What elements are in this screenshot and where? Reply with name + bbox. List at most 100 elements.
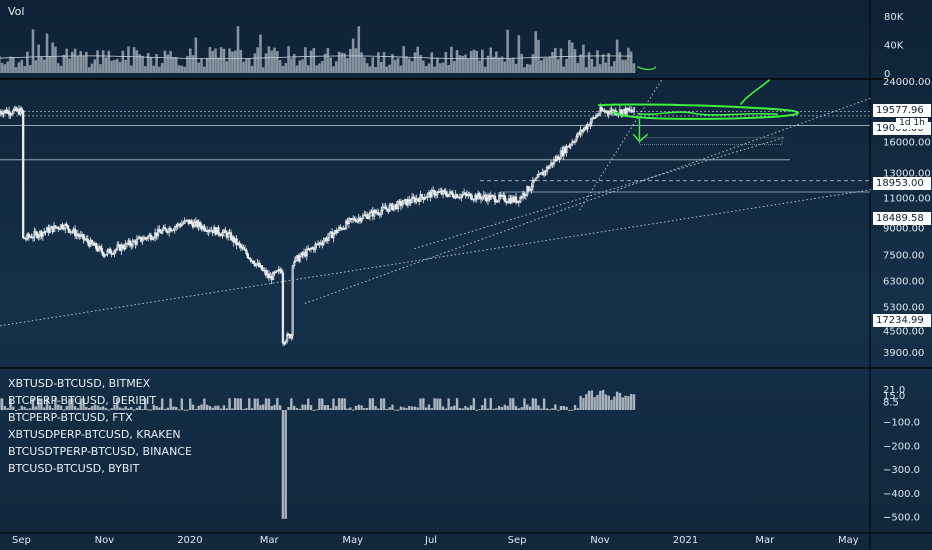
basis-bar <box>28 408 32 410</box>
basis-bar <box>604 394 608 410</box>
volume-bar <box>54 46 57 73</box>
volume-bar <box>500 56 504 73</box>
basis-bar <box>12 406 15 410</box>
basis-bar <box>87 408 91 410</box>
basis-bar <box>292 405 296 410</box>
basis-bar <box>332 398 335 410</box>
volume-bar <box>37 44 40 73</box>
basis-bar <box>391 404 394 410</box>
basis-bar <box>447 398 450 410</box>
candle-body <box>65 224 68 226</box>
candle-body <box>20 108 23 111</box>
candle-body <box>293 261 296 266</box>
candle-body <box>469 193 473 200</box>
candle-body <box>527 185 530 191</box>
legend-line[interactable]: XBTUSD-BTCUSD, BITMEX <box>8 377 151 390</box>
volume-bar <box>382 52 386 73</box>
basis-bar <box>135 407 139 410</box>
interval-tag[interactable]: 1d 1h <box>896 118 928 129</box>
candle-body <box>458 196 462 199</box>
price-tag: 19577.96 <box>873 104 931 117</box>
basis-bar <box>573 405 577 410</box>
volume-bar <box>104 57 108 73</box>
legend-line[interactable]: BTCUSD-BTCUSD, BYBIT <box>8 462 140 475</box>
basis-bar <box>416 407 419 410</box>
candle-body <box>283 342 286 345</box>
candle-body <box>597 113 601 116</box>
candle-body <box>128 240 132 246</box>
candle-body <box>221 232 224 236</box>
legend-line[interactable]: BTCPERP-BTCUSD, FTX <box>8 411 133 424</box>
basis-bar <box>618 392 622 410</box>
candle-body <box>79 234 82 237</box>
basis-bar <box>312 409 316 411</box>
trend-line <box>0 188 873 327</box>
basis-bar <box>71 398 74 410</box>
candle-body <box>396 201 400 210</box>
candle-body <box>580 129 584 133</box>
legend-line[interactable]: XBTUSDPERP-BTCUSD, KRAKEN <box>8 428 181 441</box>
volume-bar <box>239 49 243 73</box>
basis-bar <box>627 396 630 410</box>
basis-bar <box>287 407 290 410</box>
candle-body <box>267 273 271 279</box>
volume-bar <box>180 65 184 73</box>
candle-body <box>472 198 476 201</box>
volume-bar <box>436 57 439 73</box>
candle-body <box>367 216 370 219</box>
volume-bar <box>556 59 560 73</box>
volume-bar <box>287 46 290 73</box>
volume-bar <box>228 48 231 73</box>
basis-bar <box>40 398 43 410</box>
green-volume-annotation <box>637 66 657 71</box>
volume-bar <box>534 31 537 73</box>
basis-bar <box>273 404 276 410</box>
basis-bar <box>239 398 243 410</box>
basis-bar <box>599 390 602 410</box>
volume-tick-label: 0 <box>884 69 890 80</box>
volume-bar <box>40 57 43 73</box>
legend-line[interactable]: BTCPERP-BTCUSD, DERIBIT <box>8 394 157 407</box>
volume-bar <box>202 66 206 73</box>
candle-body <box>135 238 139 245</box>
candle-body <box>113 250 116 255</box>
price-tick-label: 16000.00 <box>883 137 931 148</box>
lower-tick-label: 8.5 <box>883 398 899 409</box>
candle-body <box>479 196 483 200</box>
basis-bar <box>45 398 49 410</box>
candle-body <box>134 241 137 245</box>
legend-line[interactable]: BTCUSDTPERP-BTCUSD, BINANCE <box>8 445 192 458</box>
volume-bar <box>422 60 425 73</box>
basis-bar <box>413 406 417 410</box>
volume-bar <box>340 52 344 73</box>
price-tag: 18489.58 <box>873 212 931 225</box>
candle-body <box>253 263 256 266</box>
basis-bar <box>65 405 68 410</box>
candle-body <box>524 194 528 196</box>
candle-body <box>558 158 561 160</box>
candle-body <box>571 141 574 145</box>
volume-bar <box>149 57 153 73</box>
candle-body <box>573 140 577 143</box>
volume-bar <box>23 65 26 73</box>
candle-body <box>172 229 175 232</box>
candle-body <box>325 238 328 241</box>
volume-bar <box>118 61 122 73</box>
volume-bar <box>405 56 408 73</box>
volume-bar <box>388 64 391 73</box>
candle-body <box>498 194 501 201</box>
volume-bar <box>85 51 88 73</box>
volume-bar <box>79 51 83 73</box>
candle-body <box>625 107 629 115</box>
volume-bar <box>427 63 431 73</box>
basis-bar <box>62 409 66 411</box>
basis-bar <box>233 398 237 410</box>
basis-bar <box>615 391 619 410</box>
candle-body <box>149 234 153 240</box>
candle-body <box>356 219 359 223</box>
candle-body <box>594 115 598 119</box>
volume-bar <box>379 62 383 73</box>
candle-body <box>440 190 443 195</box>
basis-bar <box>104 408 108 410</box>
